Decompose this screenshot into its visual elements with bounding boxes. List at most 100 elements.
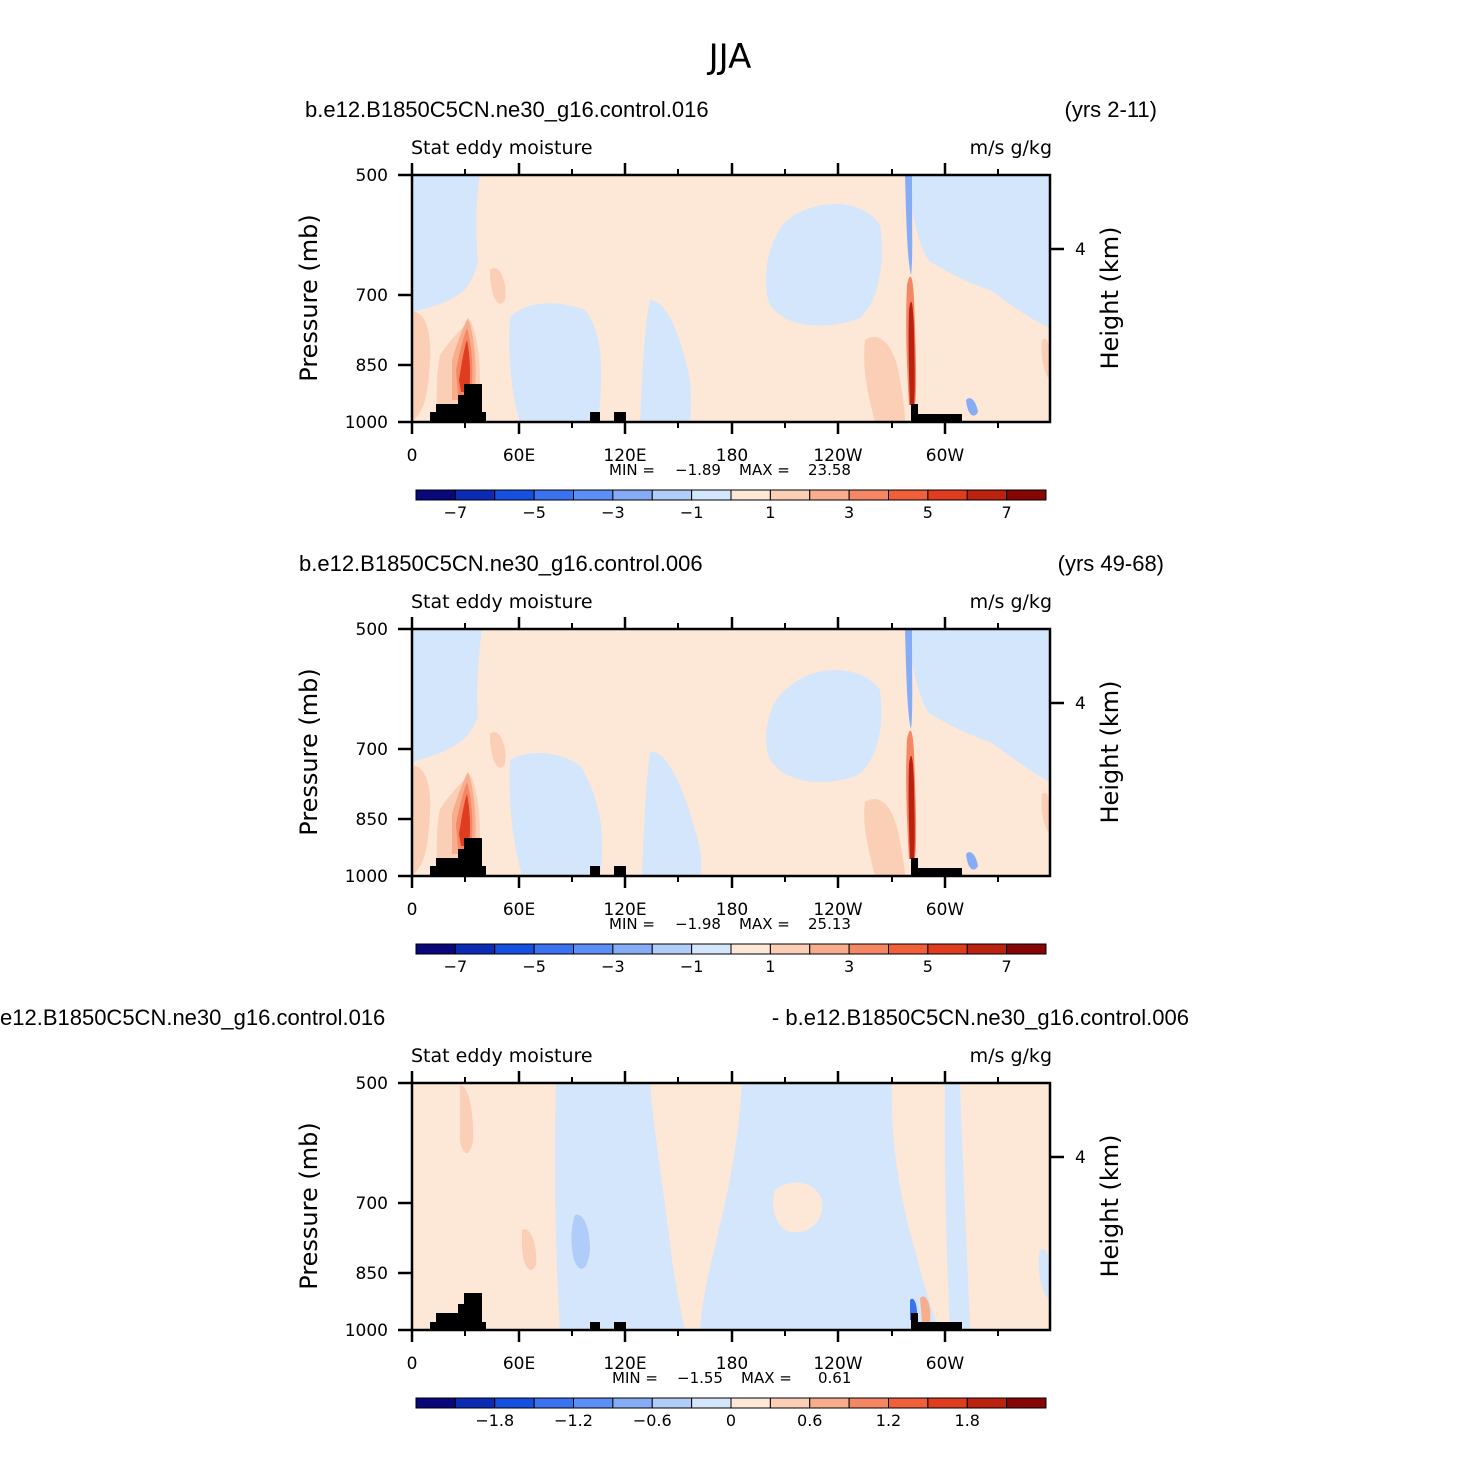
panel-3-units-label: m/s g/kg: [970, 1045, 1052, 1067]
x-tick-label: 120E: [603, 446, 646, 466]
colorbar-swatch: [415, 489, 456, 501]
colorbar-label: −3: [601, 957, 625, 976]
x-tick-label: 180: [716, 900, 748, 920]
neg-indian-ocean: [509, 303, 602, 422]
pos-blob: [460, 1085, 474, 1154]
min-label: MIN =: [609, 915, 655, 933]
x-tick-label: 0: [407, 1354, 418, 1374]
colorbar-label: 1: [765, 957, 775, 976]
colorbar-label: 1.2: [876, 1411, 901, 1430]
y-right-axis-label: Height (km): [1096, 227, 1124, 370]
panel-2-field: [412, 629, 1050, 876]
x-tick-label: 60E: [503, 900, 535, 920]
x-tick-label: 120E: [603, 900, 646, 920]
pos-east-blob: [864, 336, 905, 422]
panel-2-case-right: (yrs 49-68): [1058, 551, 1164, 576]
colorbar-swatch: [691, 943, 732, 955]
neg-east-upper: [908, 629, 1050, 782]
neg-west-pacific: [642, 751, 702, 876]
neg-indian-ocean: [509, 753, 603, 876]
pos-west-edge: [412, 765, 431, 876]
max-value: 23.58: [808, 461, 851, 479]
pos-blob: [522, 1229, 537, 1270]
pos5-core: [459, 794, 471, 846]
terrain-andes: [911, 858, 962, 876]
max-label: MAX =: [739, 461, 790, 479]
y-tick-label: 500: [356, 620, 388, 640]
neg-east-line: [944, 1083, 970, 1330]
panel-3-field: [412, 1083, 1050, 1330]
min-label: MIN =: [612, 1369, 658, 1387]
y-right-axis-label: Height (km): [1096, 1135, 1124, 1278]
y-tick-label: 700: [356, 1194, 388, 1214]
pos-east-edge: [1041, 792, 1050, 834]
x-tick-label: 60W: [926, 1354, 965, 1374]
x-tick-label: 180: [716, 1354, 748, 1374]
colorbar-label: 0.6: [797, 1411, 822, 1430]
colorbar-label: −0.6: [633, 1411, 672, 1430]
terrain-andes: [911, 404, 962, 422]
x-tick-label: 60E: [503, 1354, 535, 1374]
colorbar-label: −7: [444, 957, 468, 976]
neg-spot: [966, 852, 978, 870]
panel-2-variable-label: Stat eddy moisture: [411, 591, 593, 613]
panel-3-case-left: e12.B1850C5CN.ne30_g16.control.016: [0, 1005, 385, 1030]
colorbar-swatch: [454, 489, 496, 501]
colorbar-swatch: [888, 489, 929, 501]
pos-blob-1: [490, 732, 506, 768]
colorbar-label: 5: [923, 503, 933, 522]
colorbar-swatch: [966, 943, 1008, 955]
neg-east-line: [905, 629, 913, 729]
terrain-bump: [614, 1322, 626, 1330]
panel-1-units-label: m/s g/kg: [970, 137, 1052, 159]
colorbar-swatch: [730, 489, 771, 501]
x-tick-label: 120W: [813, 900, 862, 920]
neg-central-pacific: [765, 203, 882, 326]
panel-2-case-left: b.e12.B1850C5CN.ne30_g16.control.006: [299, 551, 703, 576]
pos-andes-2: [908, 301, 915, 405]
colorbar-swatch: [691, 489, 732, 501]
colorbar-label: −1: [680, 957, 704, 976]
pos-blob-1: [490, 268, 506, 304]
x-tick-label: 0: [407, 446, 418, 466]
pos-pacific-blob: [773, 1182, 823, 1233]
y-right-tick-label: 4: [1075, 1148, 1086, 1168]
y-tick-label: 1000: [345, 867, 388, 887]
neg-central-pacific: [766, 669, 882, 783]
colorbar-swatch: [612, 489, 653, 501]
colorbar-swatch: [888, 943, 929, 955]
colorbar-swatch: [573, 943, 614, 955]
colorbar-swatch: [927, 1397, 968, 1409]
y-right-axis-label: Height (km): [1096, 681, 1124, 824]
y-right-tick-label: 4: [1075, 240, 1086, 260]
colorbar-swatch: [691, 1397, 732, 1409]
y-tick-label: 1000: [345, 413, 388, 433]
neg-indian-pacific: [555, 1083, 685, 1330]
colorbar-swatch: [415, 1397, 456, 1409]
colorbar-swatch: [415, 943, 456, 955]
panel-1-case-right: (yrs 2-11): [1065, 97, 1158, 122]
panel-1: b.e12.B1850C5CN.ne30_g16.control.016 (yr…: [295, 97, 1157, 479]
colorbar-label: −1: [680, 503, 704, 522]
colorbar-swatch: [730, 1397, 771, 1409]
x-tick-label: 180: [716, 446, 748, 466]
max-value: 0.61: [818, 1369, 851, 1387]
colorbar-swatch: [809, 1397, 850, 1409]
y-tick-label: 700: [356, 286, 388, 306]
neg-west-upper: [412, 175, 480, 312]
colorbar-swatch: [769, 1397, 811, 1409]
pos-andes-2: [908, 755, 915, 859]
x-tick-label: 120W: [813, 1354, 862, 1374]
colorbar-label: 1: [765, 503, 775, 522]
min-label: MIN =: [609, 461, 655, 479]
panel-3: e12.B1850C5CN.ne30_g16.control.016 - b.e…: [0, 1005, 1189, 1387]
max-label: MAX =: [739, 915, 790, 933]
colorbar-label: 5: [923, 957, 933, 976]
colorbar-swatch: [454, 943, 496, 955]
terrain-bump: [590, 1322, 600, 1330]
panel-3-case-right: - b.e12.B1850C5CN.ne30_g16.control.006: [772, 1005, 1189, 1030]
max-value: 25.13: [808, 915, 851, 933]
colorbar-swatch: [494, 943, 535, 955]
colorbar-swatch: [494, 489, 535, 501]
